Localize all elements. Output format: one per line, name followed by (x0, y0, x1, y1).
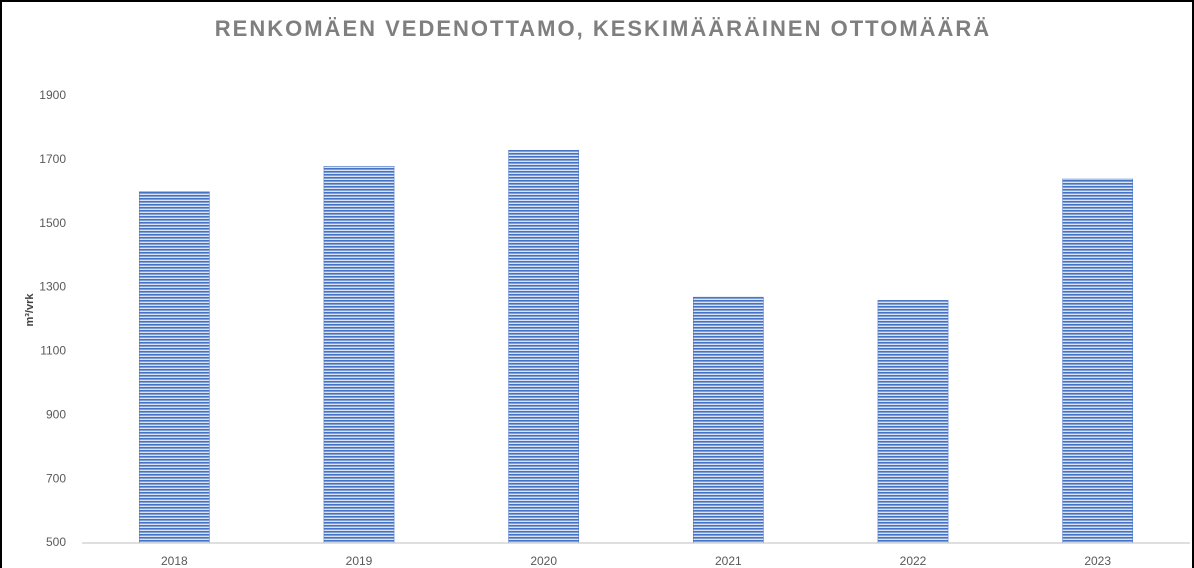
bar (692, 296, 764, 544)
y-axis-label: m³/vrk (24, 293, 36, 327)
y-tick-label: 1100 (40, 344, 66, 358)
y-tick-label: 900 (46, 407, 66, 421)
bar (1062, 178, 1134, 544)
x-tick-label: 2018 (161, 554, 188, 568)
y-tick-label: 1300 (39, 280, 66, 294)
x-tick-label: 2021 (715, 554, 742, 568)
x-tick-label: 2019 (346, 554, 373, 568)
x-tick-label: 2022 (900, 554, 927, 568)
bar (138, 191, 210, 544)
x-tick-label: 2023 (1084, 554, 1111, 568)
y-tick-label: 1700 (39, 152, 66, 166)
y-tick-label: 1900 (39, 88, 66, 102)
y-tick-label: 700 (46, 471, 66, 485)
x-tick-label: 2020 (530, 554, 557, 568)
bar (877, 300, 949, 544)
bar (508, 150, 580, 544)
y-tick-label: 1500 (39, 216, 66, 230)
chart-title: RENKOMÄEN VEDENOTTAMO, KESKIMÄÄRÄINEN OT… (215, 16, 991, 41)
y-tick-label: 500 (46, 535, 66, 549)
bar (323, 165, 395, 544)
